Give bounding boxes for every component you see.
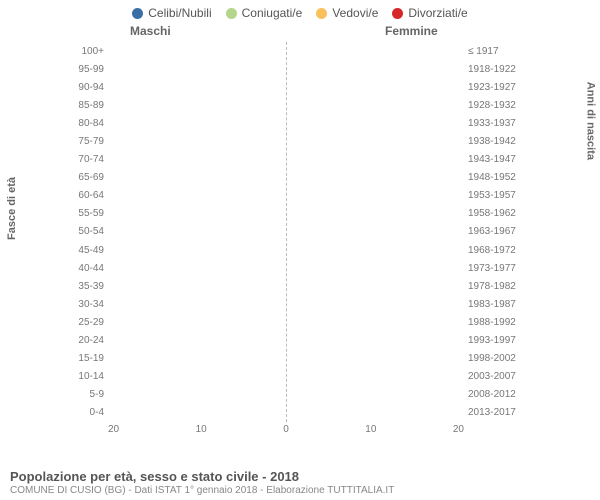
legend-label: Divorziati/e [408,6,467,20]
age-row: 100+ ≤ 1917 [60,42,530,60]
birth-year-label: 1933-1937 [464,118,530,129]
legend-label: Celibi/Nubili [148,6,211,20]
birth-year-label: 1958-1962 [464,208,530,219]
age-row: 25-29 1988-1992 [60,313,530,331]
age-row: 75-79 1938-1942 [60,132,530,150]
header-female: Femmine [385,24,438,38]
birth-year-label: ≤ 1917 [464,46,530,57]
birth-year-label: 1998-2002 [464,353,530,364]
legend-item: Coniugati/e [226,6,303,20]
age-row: 0-4 2013-2017 [60,404,530,422]
age-label: 65-69 [60,172,108,183]
age-label: 0-4 [60,407,108,418]
birth-year-label: 1993-1997 [464,335,530,346]
birth-year-label: 1943-1947 [464,154,530,165]
birth-year-label: 2008-2012 [464,389,530,400]
birth-year-label: 1948-1952 [464,172,530,183]
population-pyramid-chart: Celibi/Nubili Coniugati/e Vedovi/e Divorzia… [0,0,600,500]
age-label: 10-14 [60,371,108,382]
x-tick: 10 [196,424,207,442]
age-row: 40-44 1973-1977 [60,259,530,277]
age-row: 35-39 1978-1982 [60,277,530,295]
chart-title: Popolazione per età, sesso e stato civil… [10,469,590,484]
age-row: 70-74 1943-1947 [60,151,530,169]
age-label: 45-49 [60,245,108,256]
legend: Celibi/Nubili Coniugati/e Vedovi/e Divorzia… [0,0,600,20]
age-row: 85-89 1928-1932 [60,96,530,114]
birth-year-label: 1983-1987 [464,299,530,310]
x-axis: 20 10 0 10 20 [108,424,464,442]
birth-year-label: 1988-1992 [464,317,530,328]
x-tick: 20 [453,424,464,442]
legend-label: Coniugati/e [242,6,303,20]
age-row: 20-24 1993-1997 [60,332,530,350]
age-label: 40-44 [60,263,108,274]
x-tick: 0 [283,424,289,442]
legend-item: Divorziati/e [392,6,467,20]
x-tick: 10 [365,424,376,442]
birth-year-label: 2013-2017 [464,407,530,418]
legend-swatch [316,8,327,19]
plot-area: 100+ ≤ 1917 95-99 1918-1922 90-94 1923-1927 85… [60,42,530,442]
age-label: 85-89 [60,100,108,111]
age-row: 30-34 1983-1987 [60,295,530,313]
age-row: 90-94 1923-1927 [60,78,530,96]
y-axis-left-label: Fasce di età [6,177,18,240]
legend-item: Vedovi/e [316,6,378,20]
birth-year-label: 1923-1927 [464,82,530,93]
age-row: 60-64 1953-1957 [60,187,530,205]
birth-year-label: 1918-1922 [464,64,530,75]
x-tick: 20 [108,424,119,442]
age-label: 30-34 [60,299,108,310]
age-label: 70-74 [60,154,108,165]
age-row: 5-9 2008-2012 [60,386,530,404]
age-label: 100+ [60,46,108,57]
rows-container: 100+ ≤ 1917 95-99 1918-1922 90-94 1923-1927 85… [60,42,530,422]
birth-year-label: 2003-2007 [464,371,530,382]
birth-year-label: 1953-1957 [464,190,530,201]
age-label: 5-9 [60,389,108,400]
age-label: 75-79 [60,136,108,147]
age-row: 55-59 1958-1962 [60,205,530,223]
legend-swatch [132,8,143,19]
age-label: 20-24 [60,335,108,346]
birth-year-label: 1928-1932 [464,100,530,111]
birth-year-label: 1938-1942 [464,136,530,147]
center-divider [286,42,287,422]
age-row: 95-99 1918-1922 [60,60,530,78]
age-label: 25-29 [60,317,108,328]
age-label: 35-39 [60,281,108,292]
header-male: Maschi [130,24,171,38]
age-label: 95-99 [60,64,108,75]
age-row: 65-69 1948-1952 [60,169,530,187]
birth-year-label: 1963-1967 [464,226,530,237]
age-label: 90-94 [60,82,108,93]
age-row: 45-49 1968-1972 [60,241,530,259]
legend-item: Celibi/Nubili [132,6,211,20]
age-label: 50-54 [60,226,108,237]
age-row: 10-14 2003-2007 [60,368,530,386]
age-label: 15-19 [60,353,108,364]
age-row: 80-84 1933-1937 [60,114,530,132]
chart-subtitle: COMUNE DI CUSIO (BG) - Dati ISTAT 1° gen… [10,485,590,496]
birth-year-label: 1978-1982 [464,281,530,292]
age-row: 15-19 1998-2002 [60,350,530,368]
legend-label: Vedovi/e [332,6,378,20]
age-label: 80-84 [60,118,108,129]
chart-footer: Popolazione per età, sesso e stato civil… [10,469,590,496]
legend-swatch [226,8,237,19]
age-label: 55-59 [60,208,108,219]
age-row: 50-54 1963-1967 [60,223,530,241]
y-axis-right-label: Anni di nascita [584,82,596,160]
birth-year-label: 1973-1977 [464,263,530,274]
legend-swatch [392,8,403,19]
birth-year-label: 1968-1972 [464,245,530,256]
age-label: 60-64 [60,190,108,201]
